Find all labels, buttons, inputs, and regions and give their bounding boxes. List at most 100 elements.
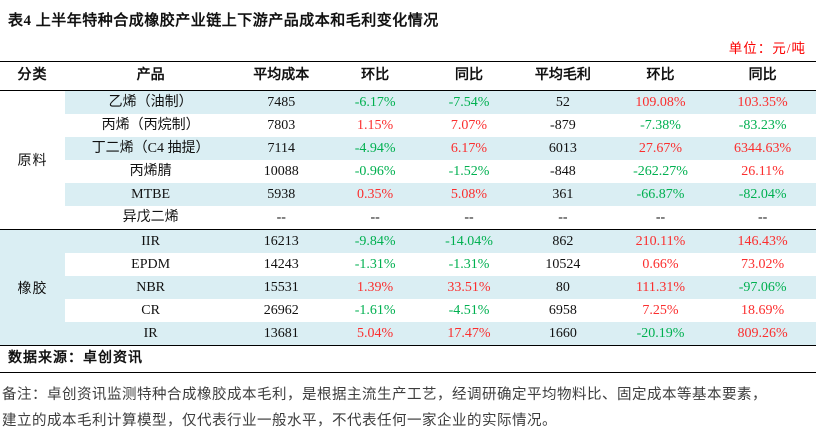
table-row: IR 13681 5.04% 17.47% 1660 -20.19% 809.26% — [65, 322, 816, 345]
value-cell: -1.31% — [354, 257, 396, 272]
product-cell: 乙烯（油制） — [108, 95, 193, 110]
table-row: 异戊二烯 -- -- -- -- -- -- — [65, 206, 816, 229]
table-row: NBR 15531 1.39% 33.51% 80 111.31% -97.06% — [65, 276, 816, 299]
table-row: MTBE 5938 0.35% 5.08% 361 -66.87% -82.04% — [65, 183, 816, 206]
value-cell: 146.43% — [737, 234, 788, 249]
value-cell: 109.08% — [635, 95, 686, 110]
notes: 备注：卓创资讯监测特种合成橡胶成本毛利，是根据主流生产工艺，经调研确定平均物料比… — [0, 373, 816, 434]
value-cell: 33.51% — [447, 280, 491, 295]
value-cell: 1660 — [548, 326, 577, 341]
table-row: 丙烯（丙烷制） 7803 1.15% 7.07% -879 -7.38% -83.23% — [65, 114, 816, 137]
value-cell: -- — [276, 210, 286, 225]
value-cell: -6.17% — [354, 95, 396, 110]
header-cost-yoy: 同比 — [455, 68, 483, 83]
product-cell: 异戊二烯 — [122, 210, 179, 225]
value-cell: -1.31% — [448, 257, 490, 272]
category-cell: 原料 — [17, 154, 48, 169]
value-cell: -- — [464, 210, 474, 225]
header-cost-mom: 环比 — [361, 68, 390, 83]
value-cell: 361 — [552, 187, 574, 202]
unit-label: 单位：元/吨 — [728, 41, 806, 56]
product-cell: CR — [141, 303, 160, 318]
value-cell: 27.67% — [638, 141, 683, 156]
table-body: 原料 乙烯（油制） 7485 -6.17% -7.54% 52 109.08% 103.35%… — [0, 91, 816, 346]
value-cell: -- — [370, 210, 380, 225]
header-avg-profit: 平均毛利 — [534, 68, 591, 83]
table-row: 乙烯（油制） 7485 -6.17% -7.54% 52 109.08% 103.35% — [65, 91, 816, 114]
product-cell: MTBE — [131, 187, 171, 202]
value-cell: 17.47% — [447, 326, 491, 341]
value-cell: -262.27% — [633, 164, 688, 179]
data-source-row: 数据来源：卓创资讯 — [0, 346, 816, 373]
value-cell: 10088 — [263, 164, 299, 179]
value-cell: 111.31% — [635, 280, 686, 295]
value-cell: -20.19% — [636, 326, 685, 341]
header-avg-cost: 平均成本 — [253, 68, 310, 83]
table-row: 丙烯腈 10088 -0.96% -1.52% -848 -262.27% 26.11% — [65, 160, 816, 183]
value-cell: 15531 — [263, 280, 299, 295]
table-group: 橡胶 IIR 16213 -9.84% -14.04% 862 210.11% 146.43%… — [0, 229, 816, 345]
table-row: IIR 16213 -9.84% -14.04% 862 210.11% 146.43% — [65, 230, 816, 253]
note-line: 备注：卓创资讯监测特种合成橡胶成本毛利，是根据主流生产工艺，经调研确定平均物料比… — [2, 387, 767, 403]
value-cell: 210.11% — [635, 234, 686, 249]
value-cell: 1.15% — [357, 118, 394, 133]
table-header-row: 分类 产品 平均成本 环比 同比 平均毛利 环比 同比 — [0, 61, 816, 91]
table-row: 丁二烯（C4 抽提） 7114 -4.94% 6.17% 6013 27.67% 6344.… — [65, 137, 816, 160]
value-cell: -7.38% — [640, 118, 681, 133]
value-cell: 18.69% — [741, 303, 785, 318]
value-cell: -14.04% — [445, 234, 493, 249]
value-cell: 7114 — [267, 141, 296, 156]
header-profit-yoy: 同比 — [748, 68, 777, 83]
value-cell: 103.35% — [737, 95, 788, 110]
product-cell: 丁二烯（C4 抽提） — [91, 141, 210, 156]
product-cell: NBR — [136, 280, 165, 295]
value-cell: -97.06% — [738, 280, 787, 295]
product-cell: EPDM — [131, 257, 171, 272]
value-cell: -83.23% — [738, 118, 787, 133]
value-cell: 7485 — [267, 95, 296, 110]
value-cell: -9.84% — [354, 234, 396, 249]
value-cell: -0.96% — [354, 164, 396, 179]
value-cell: 16213 — [263, 234, 299, 249]
product-cell: IIR — [141, 234, 160, 249]
header-profit-mom: 环比 — [646, 68, 675, 83]
value-cell: 5938 — [267, 187, 296, 202]
category-cell: 橡胶 — [0, 230, 65, 345]
table-row: CR 26962 -1.61% -4.51% 6958 7.25% 18.69% — [65, 299, 816, 322]
value-cell: 6013 — [548, 141, 577, 156]
value-cell: -7.54% — [448, 95, 490, 110]
value-cell: 26.11% — [741, 164, 784, 179]
page-title: 表4 上半年特种合成橡胶产业链上下游产品成本和毛利变化情况 — [8, 13, 439, 29]
value-cell: -848 — [550, 164, 576, 179]
value-cell: -4.51% — [448, 303, 490, 318]
product-cell: IR — [143, 326, 158, 341]
value-cell: -1.52% — [448, 164, 490, 179]
value-cell: -82.04% — [738, 187, 787, 202]
value-cell: 14243 — [263, 257, 299, 272]
value-cell: -66.87% — [636, 187, 685, 202]
value-cell: 862 — [552, 234, 574, 249]
value-cell: -879 — [550, 118, 576, 133]
note-line: 建立的成本毛利计算模型，仅代表行业一般水平，不代表任何一家企业的实际情况。 — [2, 413, 557, 429]
value-cell: 809.26% — [737, 326, 788, 341]
table-group: 原料 乙烯（油制） 7485 -6.17% -7.54% 52 109.08% 103.35%… — [0, 91, 816, 229]
value-cell: 52 — [555, 95, 570, 110]
value-cell: 1.39% — [357, 280, 394, 295]
value-cell: 26962 — [263, 303, 299, 318]
table-row: EPDM 14243 -1.31% -1.31% 10524 0.66% 73.02% — [65, 253, 816, 276]
value-cell: 73.02% — [741, 257, 785, 272]
value-cell: 7803 — [267, 118, 296, 133]
value-cell: -- — [757, 210, 768, 225]
header-category: 分类 — [17, 68, 48, 83]
header-product: 产品 — [136, 68, 165, 83]
product-cell: 丙烯（丙烷制） — [101, 118, 200, 133]
value-cell: 7.25% — [642, 303, 679, 318]
value-cell: -1.61% — [354, 303, 396, 318]
value-cell: 80 — [555, 280, 570, 295]
value-cell: 0.35% — [357, 187, 394, 202]
value-cell: 6.17% — [450, 141, 488, 156]
value-cell: 13681 — [263, 326, 299, 341]
value-cell: -4.94% — [354, 141, 396, 156]
value-cell: -- — [558, 210, 568, 225]
value-cell: 5.04% — [357, 326, 394, 341]
